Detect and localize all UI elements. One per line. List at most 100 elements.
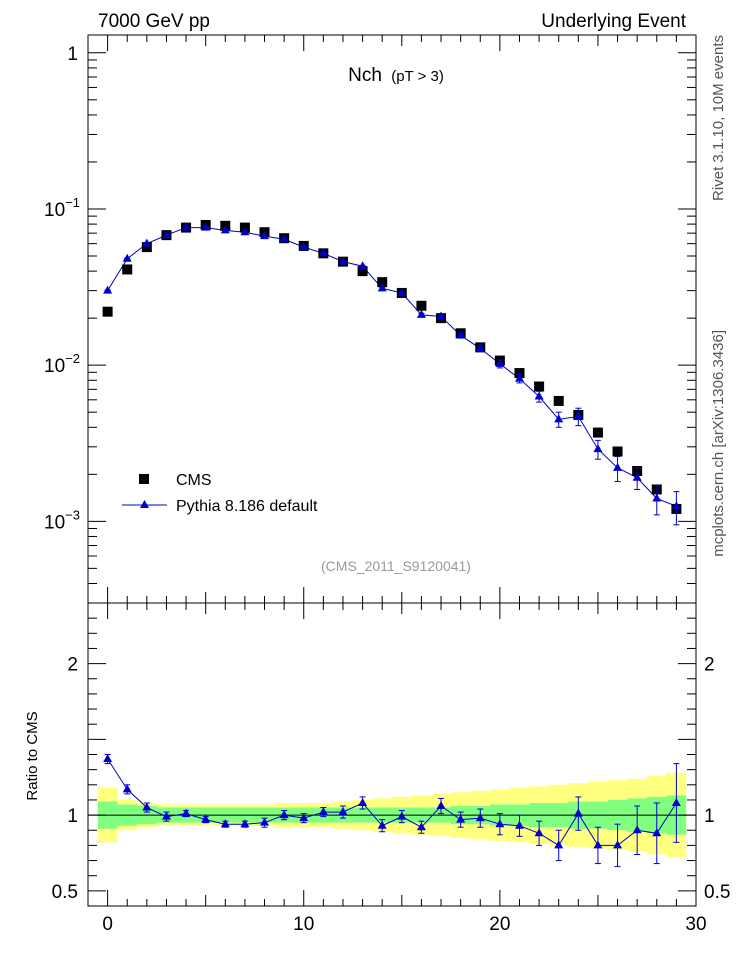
- pythia-point: [299, 242, 309, 251]
- ratio-point: [416, 822, 426, 831]
- pythia-point: [573, 411, 583, 420]
- y-tick-label: 10−1: [44, 195, 80, 221]
- legend-label-cms: CMS: [176, 472, 212, 489]
- cms-point: [514, 368, 525, 379]
- ratio-y-tick-label: 0.5: [52, 882, 78, 903]
- ratio-point: [161, 811, 171, 820]
- pythia-point: [495, 358, 505, 367]
- pythia-point: [456, 330, 466, 339]
- cms-point: [122, 264, 133, 275]
- pythia-point: [181, 222, 191, 231]
- cms-point: [553, 395, 564, 406]
- ratio-point: [240, 819, 250, 828]
- ratio-point: [475, 813, 485, 822]
- ratio-point: [338, 807, 348, 816]
- ratio-point: [122, 784, 132, 793]
- x-tick-label: 10: [293, 914, 314, 935]
- pythia-point: [593, 444, 603, 453]
- x-tick-label: 0: [102, 914, 113, 935]
- ratio-point: [613, 840, 623, 849]
- cms-point: [612, 446, 623, 457]
- y-tick-label: 10−2: [44, 351, 80, 377]
- pythia-point: [338, 256, 348, 265]
- ratio-point: [554, 840, 564, 849]
- pythia-point: [142, 238, 152, 247]
- ratio-point: [593, 840, 603, 849]
- ratio-plot-panel: 0.5 0.51 12 20 10 20 30 Ratio to CMS: [24, 602, 730, 935]
- pythia-point: [103, 285, 113, 294]
- ratio-point: [495, 819, 505, 828]
- pythia-point: [671, 501, 681, 510]
- ratio-point: [534, 828, 544, 837]
- ratio-point: [318, 807, 328, 816]
- pythia-point: [240, 227, 250, 236]
- ratio-y-tick-label-right: 0.5: [704, 882, 730, 903]
- ratio-point: [299, 813, 309, 822]
- legend-label-pythia: Pythia 8.186 default: [176, 498, 318, 515]
- ratio-point: [220, 819, 230, 828]
- pythia-point: [260, 231, 270, 240]
- legend-marker-pythia: [140, 500, 149, 508]
- ratio-point: [397, 811, 407, 820]
- pythia-point: [475, 343, 485, 352]
- cms-point: [534, 381, 545, 392]
- ratio-point: [652, 828, 662, 837]
- y-tick-label: 10−3: [44, 507, 80, 533]
- ratio-point: [436, 801, 446, 810]
- pythia-point: [554, 414, 564, 423]
- cms-point: [141, 242, 152, 253]
- pythia-point: [377, 283, 387, 292]
- ratio-y-axis-label: Ratio to CMS: [24, 711, 41, 800]
- cms-point: [102, 306, 113, 317]
- plot-title-sub: (pT > 3): [391, 68, 444, 85]
- ratio-y-tick-label: 2: [67, 655, 78, 676]
- ratio-point: [514, 820, 524, 829]
- cms-point: [592, 427, 603, 438]
- pythia-point: [652, 493, 662, 502]
- y-tick-label: 1: [67, 44, 78, 65]
- pythia-point: [358, 261, 368, 270]
- pythia-point: [416, 309, 426, 318]
- ratio-y-tick-label: 1: [67, 806, 78, 827]
- pythia-point: [220, 225, 230, 234]
- pythia-point: [201, 222, 211, 231]
- pythia-line: [107, 227, 677, 507]
- ratio-point: [142, 802, 152, 811]
- ratio-line: [107, 758, 677, 847]
- side-label-top: Rivet 3.1.10, 10M events: [710, 35, 727, 201]
- legend-marker-cms: [139, 474, 149, 484]
- pythia-point: [534, 391, 544, 400]
- main-plot-frame: [87, 34, 697, 604]
- cms-point: [416, 300, 427, 311]
- pythia-point: [161, 230, 171, 239]
- pythia-point: [397, 287, 407, 296]
- ratio-point: [181, 808, 191, 817]
- ratio-point: [377, 820, 387, 829]
- x-tick-label: 20: [489, 914, 510, 935]
- ratio-plot-frame: [87, 602, 697, 907]
- side-label-bottom: mcplots.cern.ch [arXiv:1306.3436]: [710, 330, 727, 557]
- ratio-point: [358, 797, 368, 806]
- legend: CMS Pythia 8.186 default: [122, 472, 318, 515]
- ratio-y-tick-label-right: 1: [704, 806, 715, 827]
- cms-point: [357, 266, 368, 277]
- header-right: Underlying Event: [541, 11, 686, 32]
- plot-title: Nch (pT > 3): [348, 65, 444, 86]
- analysis-watermark: (CMS_2011_S9120041): [321, 558, 471, 574]
- pythia-point: [122, 253, 132, 262]
- pythia-point: [318, 248, 328, 257]
- ratio-point: [671, 797, 681, 806]
- ratio-y-tick-label-right: 2: [704, 655, 715, 676]
- main-plot-panel: 1 10−1 10−2 10−3 Nch (pT > 3) (CMS_2011_S91…: [44, 34, 697, 604]
- ratio-point: [573, 808, 583, 817]
- ratio-point: [103, 754, 113, 763]
- header-left: 7000 GeV pp: [98, 11, 210, 32]
- pythia-point: [436, 311, 446, 320]
- x-tick-label: 30: [685, 914, 706, 935]
- ratio-point: [632, 825, 642, 834]
- pythia-point: [632, 472, 642, 481]
- pythia-point: [613, 462, 623, 471]
- pythia-point: [514, 373, 524, 382]
- ratio-point: [201, 814, 211, 823]
